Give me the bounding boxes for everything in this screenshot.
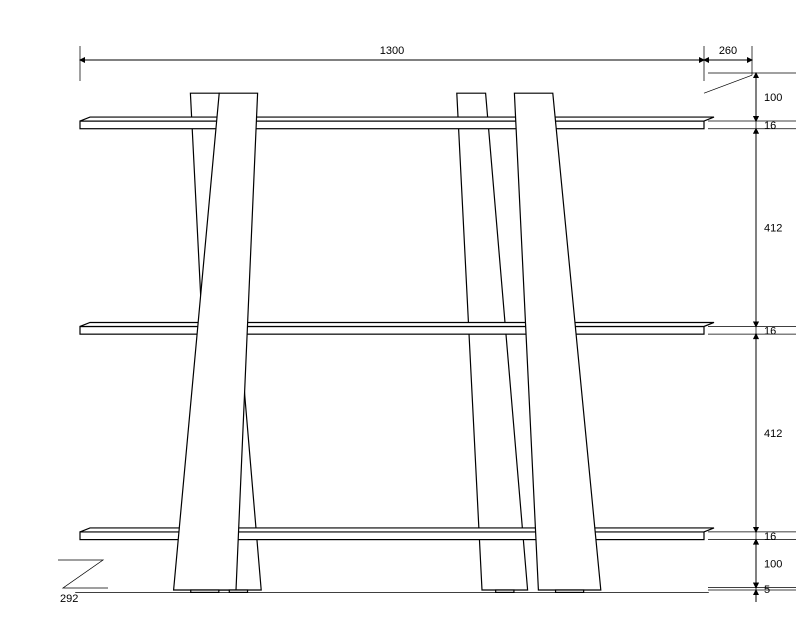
shelf — [80, 326, 704, 334]
dim-seg-label: 5 — [764, 584, 770, 596]
dim-seg-label: 16 — [764, 325, 776, 337]
back-leg — [457, 93, 528, 590]
dim-seg-label: 100 — [764, 559, 782, 571]
dim-width-label: 1300 — [380, 45, 404, 57]
shelf-bevel — [80, 322, 714, 326]
dim-seg-label: 100 — [764, 92, 782, 104]
dim-depth-top-label: 260 — [719, 45, 737, 57]
front-leg — [514, 93, 600, 590]
dim-depth-side-label: 292 — [60, 593, 78, 605]
depth-indicator — [58, 560, 108, 588]
dim-seg-label: 412 — [764, 223, 782, 235]
dim-seg-label: 412 — [764, 428, 782, 440]
shelf — [80, 532, 704, 540]
dim-seg-label: 16 — [764, 531, 776, 543]
shelf — [80, 121, 704, 129]
depth-edge — [704, 75, 752, 93]
shelf-bevel — [80, 117, 714, 121]
shelf-bevel — [80, 528, 714, 532]
dim-seg-label: 16 — [764, 120, 776, 132]
